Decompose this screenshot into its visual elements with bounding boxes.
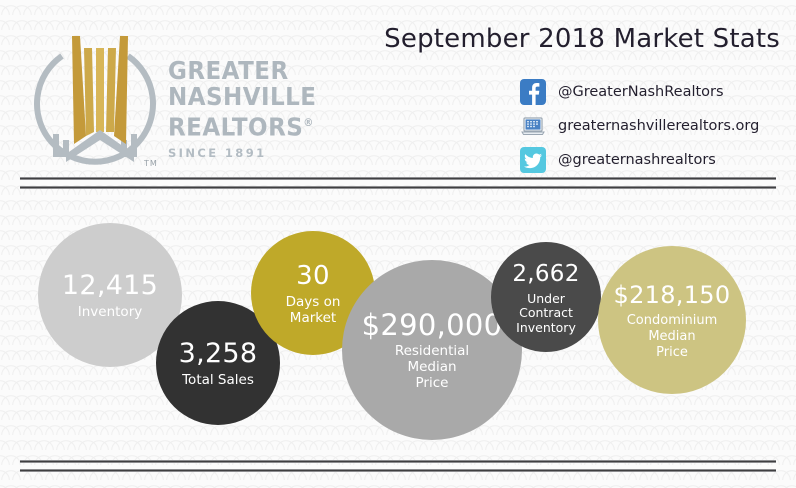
divider-line — [20, 177, 776, 180]
logo-wordmark: GREATER NASHVILLE REALTORS® SINCE 1891 — [168, 56, 318, 161]
stat-label-line: Price — [656, 344, 688, 360]
twitter-handle[interactable]: @greaternashrealtors — [558, 152, 716, 168]
stat-label-line: Median — [407, 358, 457, 375]
stat-value: $218,150 — [613, 280, 731, 309]
website-url[interactable]: greaternashvillerealtors.org — [558, 118, 760, 134]
stats-bubble-chart: 12,415 Inventory 3,258 Total Sales 30 Da… — [0, 196, 796, 448]
divider-bottom — [20, 460, 776, 472]
social-row-twitter[interactable]: @greaternashrealtors — [520, 146, 759, 174]
greater-nashville-realtors-emblem: TM — [22, 26, 168, 174]
stat-label: Under Contract Inventory — [516, 290, 576, 336]
logo-line-realtors: REALTORS® — [168, 112, 314, 142]
stat-label: Condominium Median Price — [627, 313, 718, 361]
stat-label: Inventory — [77, 303, 143, 320]
stat-value: 3,258 — [178, 337, 258, 369]
stat-label-line: Days on — [285, 293, 341, 310]
stat-value: 2,662 — [512, 260, 580, 287]
stat-value: 12,415 — [61, 269, 159, 301]
stat-value: $290,000 — [361, 307, 503, 342]
logo-line-greater: GREATER — [168, 56, 289, 85]
website-laptop-icon[interactable] — [520, 113, 546, 139]
stat-bubble-condominium-median-price: $218,150 Condominium Median Price — [598, 246, 746, 394]
divider-line — [20, 460, 776, 463]
stat-label: Total Sales — [182, 371, 254, 388]
logo-since-text: SINCE 1891 — [168, 146, 267, 161]
facebook-handle[interactable]: @GreaterNashRealtors — [558, 84, 724, 100]
stat-label-line: Under — [527, 290, 565, 306]
divider-line — [20, 186, 776, 189]
twitter-icon[interactable] — [520, 147, 546, 173]
stat-label: Residential Median Price — [395, 343, 469, 391]
social-row-website[interactable]: greaternashvillerealtors.org — [520, 112, 759, 140]
logo-line-nashville: NASHVILLE — [168, 82, 317, 111]
stat-label-line: Price — [415, 374, 449, 391]
page-title: September 2018 Market Stats — [384, 24, 780, 54]
stat-label-line: Market — [289, 309, 337, 326]
stat-label-line: Residential — [394, 342, 470, 359]
stat-label: Days on Market — [286, 294, 341, 326]
social-row-facebook[interactable]: @GreaterNashRealtors — [520, 78, 759, 106]
stat-bubble-under-contract-inventory: 2,662 Under Contract Inventory — [491, 242, 601, 352]
header: TM GREATER NASHVILLE REALTORS® SINCE 189… — [0, 0, 796, 178]
svg-text:TM: TM — [143, 159, 158, 168]
stat-label-line: Condominium — [626, 312, 718, 328]
stat-label-line: Contract — [519, 305, 573, 321]
divider-top — [20, 177, 776, 189]
social-links: @GreaterNashRealtors — [520, 78, 759, 180]
stat-value: 30 — [296, 260, 330, 291]
stat-label-line: Inventory — [516, 319, 576, 335]
stat-label-line: Median — [648, 328, 696, 344]
divider-line — [20, 469, 776, 472]
registered-mark-icon: ® — [303, 116, 314, 129]
facebook-icon[interactable] — [520, 79, 546, 105]
